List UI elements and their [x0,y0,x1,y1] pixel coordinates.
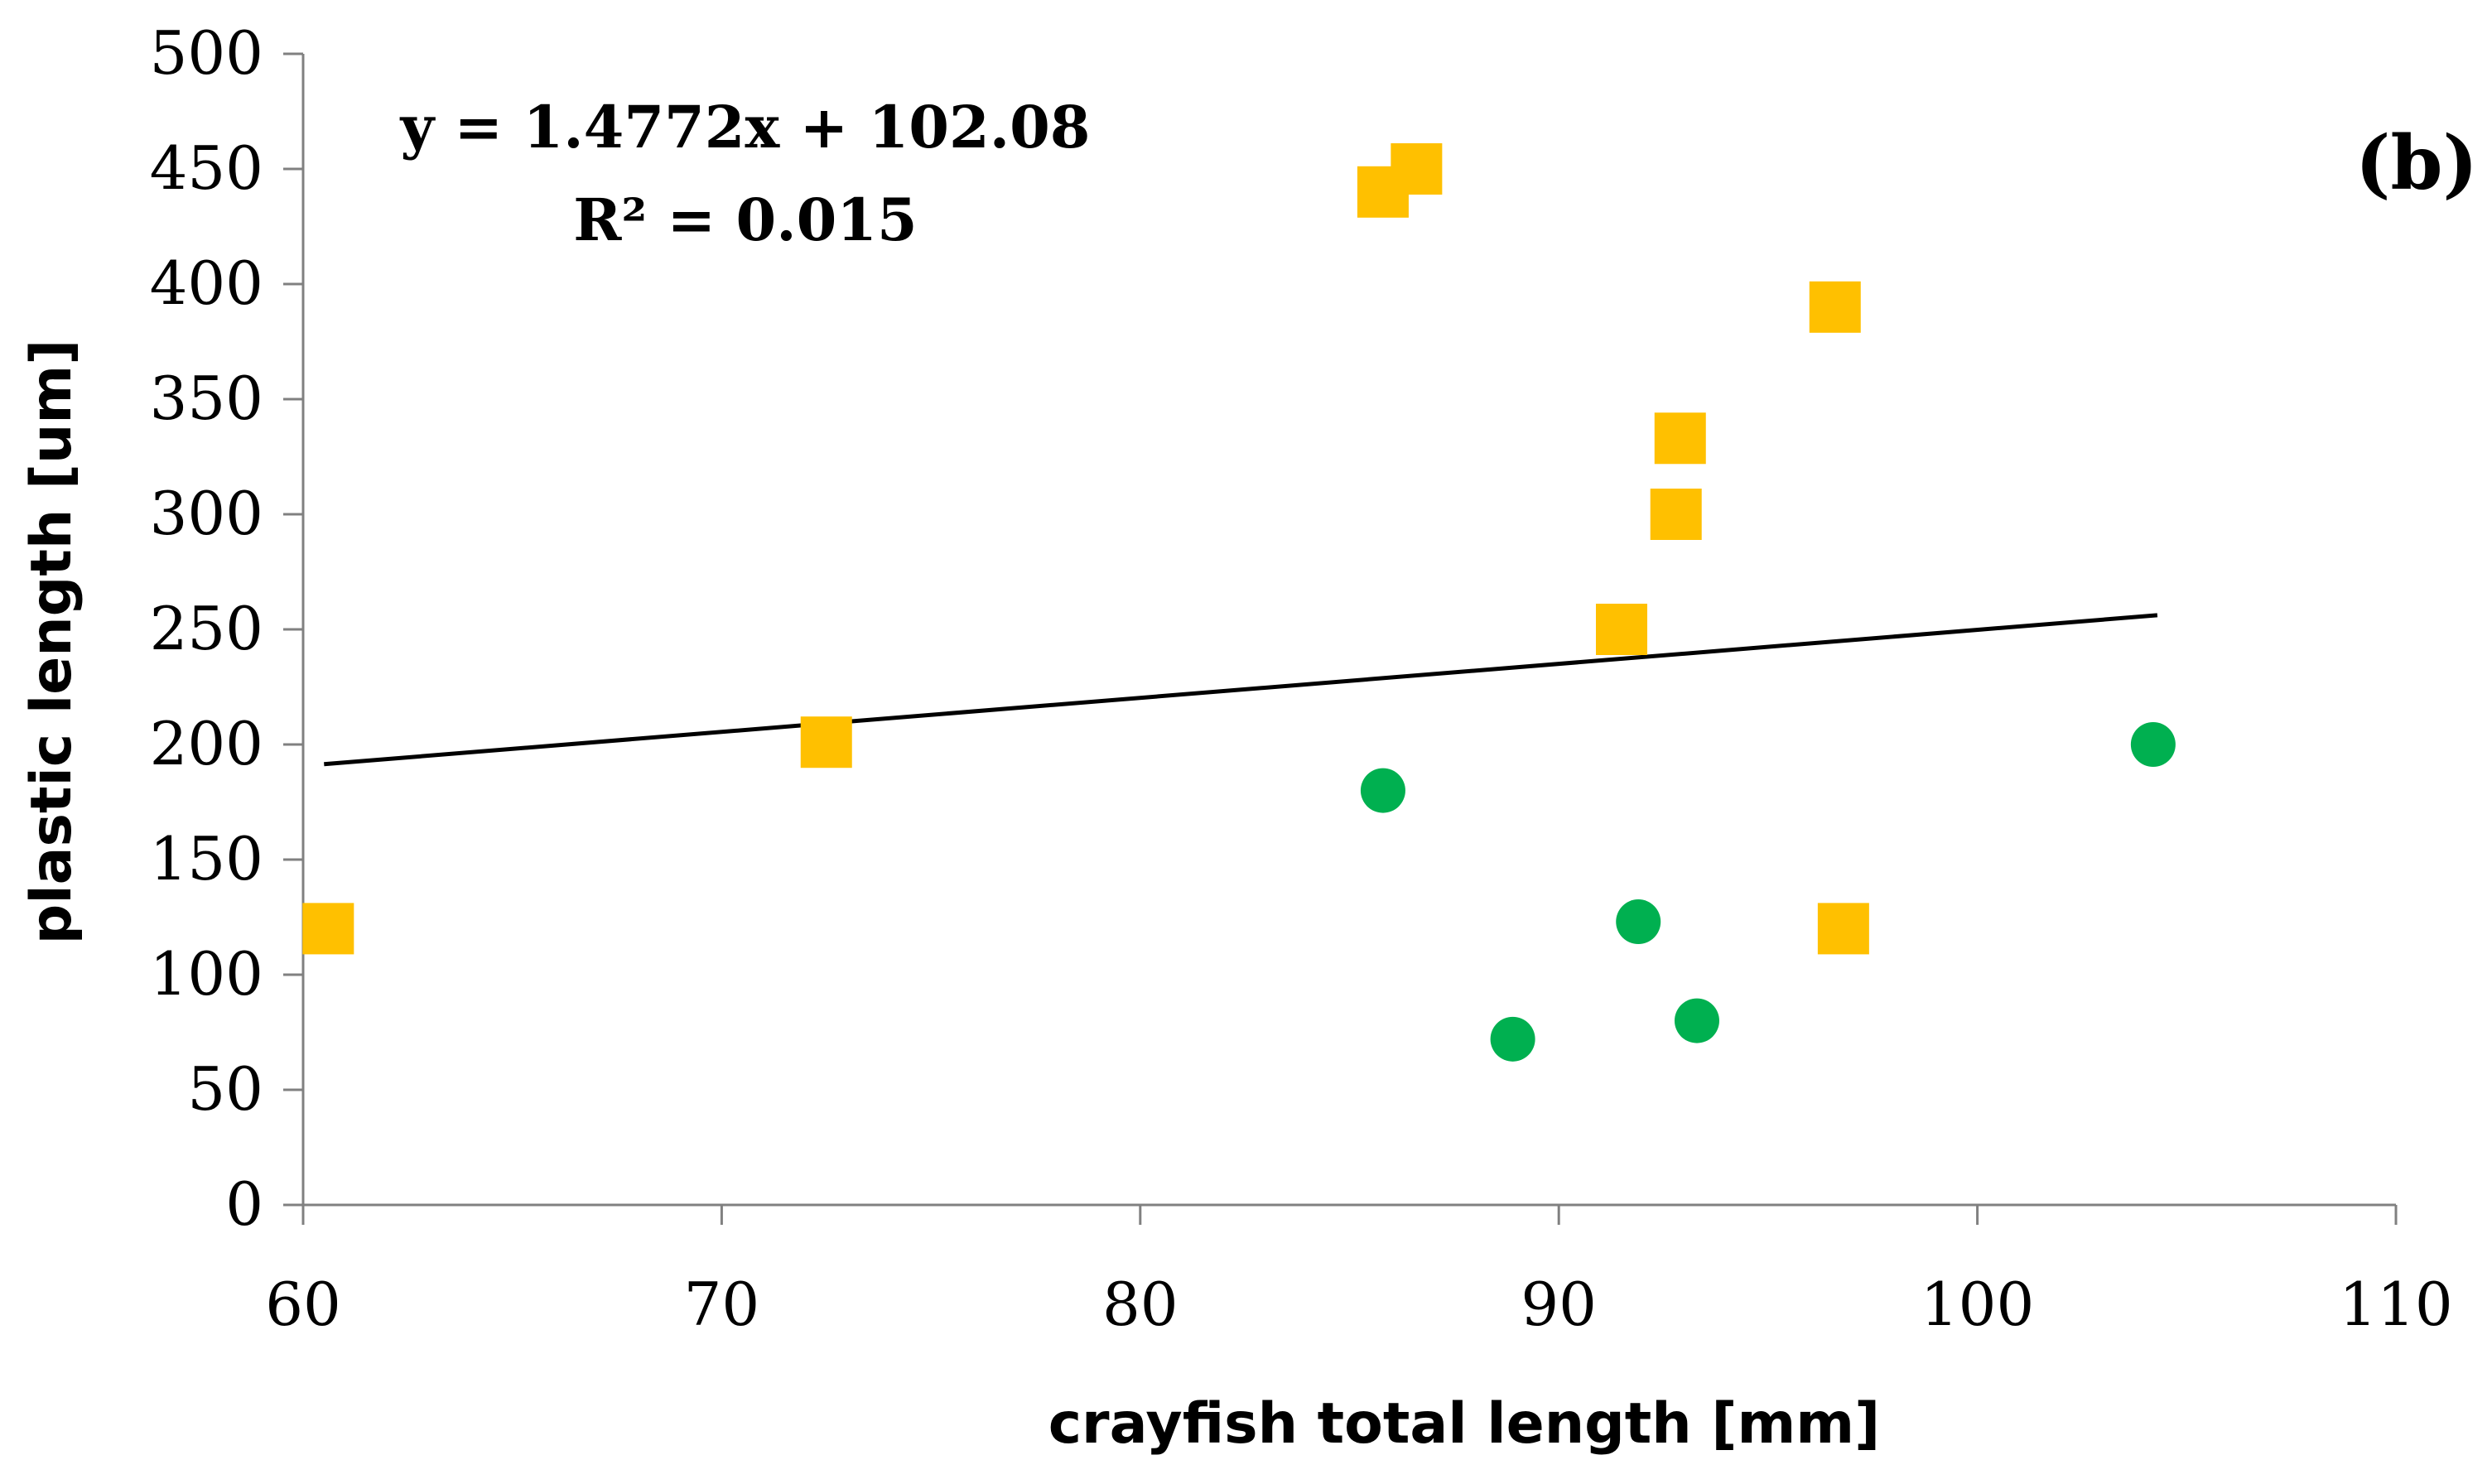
y-tick-label: 250 [150,594,263,663]
data-point-circle [1490,1016,1535,1062]
y-tick-label: 300 [150,479,263,548]
data-point-circle [1616,899,1661,945]
trendline [324,613,2158,767]
axis-ticks: 0 50 100 150 200 250 300 350 400 450 500 60 70 80 90 10… [150,18,2453,1339]
y-tick-label: 500 [150,18,263,88]
x-axis-title: crayfish total length [mm] [1048,1391,1881,1457]
data-point-square [1654,412,1706,465]
y-tick-label: 350 [150,364,263,433]
r-squared-label: R² = 0.015 [573,186,917,254]
x-tick-label: 100 [1921,1270,2034,1339]
data-point-square [1391,143,1443,195]
y-tick-label: 0 [225,1169,263,1239]
trendline-layer [324,613,2158,767]
y-tick-label: 150 [150,824,263,894]
x-tick-label: 70 [684,1270,760,1339]
x-tick-label: 60 [265,1270,341,1339]
x-tick-label: 80 [1102,1270,1179,1339]
data-point-square [302,903,354,955]
panel-label: (b) [2355,119,2478,207]
data-point-circle [1674,998,1719,1043]
data-point-circle [1360,768,1405,813]
data-point-square [1596,604,1648,655]
data-point-square [1817,903,1869,955]
data-point-circle [2130,722,2176,767]
data-points [302,143,2176,1062]
y-tick-label: 400 [150,248,263,318]
y-tick-label: 100 [150,939,263,1009]
data-point-square [1809,281,1861,333]
data-point-square [1650,489,1702,540]
y-tick-label: 450 [150,133,263,203]
y-axis-title: plastic length [um] [19,340,84,945]
data-point-square [800,716,852,768]
trendline-equation: y = 1.4772x + 102.08 [400,93,1091,161]
y-tick-label: 50 [187,1054,263,1124]
x-tick-label: 110 [2339,1270,2452,1339]
x-tick-label: 90 [1521,1270,1597,1339]
y-tick-label: 200 [150,709,263,778]
